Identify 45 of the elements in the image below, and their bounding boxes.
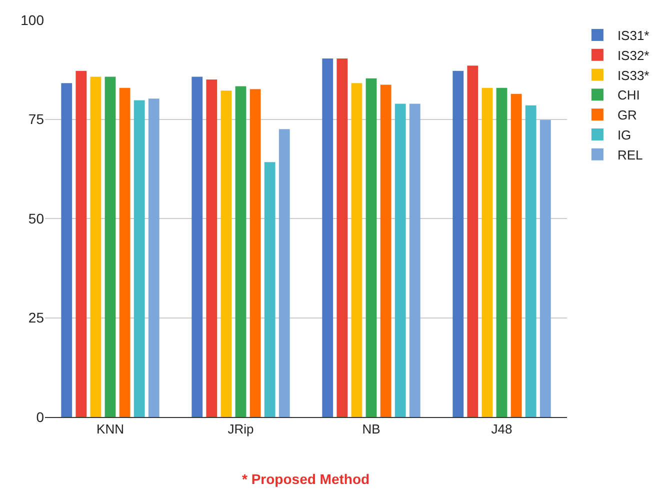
y-tick-label: 75 bbox=[28, 111, 44, 128]
bar bbox=[148, 98, 160, 417]
bar bbox=[366, 78, 377, 417]
bar bbox=[351, 83, 362, 417]
legend-label: CHI bbox=[617, 88, 640, 103]
bar bbox=[278, 129, 290, 417]
legend-label: IS32* bbox=[617, 48, 650, 63]
bar bbox=[206, 80, 218, 417]
bar bbox=[264, 162, 276, 417]
bar bbox=[134, 100, 145, 417]
bar bbox=[235, 86, 246, 417]
bar bbox=[220, 90, 232, 417]
x-tick-label: JRip bbox=[228, 422, 254, 437]
bar bbox=[104, 76, 116, 417]
y-tick-label: 50 bbox=[28, 210, 44, 226]
legend-label: IG bbox=[617, 128, 632, 143]
bar bbox=[119, 88, 130, 417]
x-tick-label: KNN bbox=[96, 422, 124, 437]
y-tick-label: 100 bbox=[20, 12, 44, 28]
y-tick-label: 0 bbox=[36, 408, 44, 425]
bar bbox=[467, 66, 478, 417]
x-tick-label: NB bbox=[362, 422, 380, 437]
legend-label: REL bbox=[617, 147, 643, 162]
bar bbox=[192, 76, 203, 417]
legend-label: GR bbox=[617, 108, 637, 123]
bar bbox=[409, 104, 420, 417]
legend-label: IS31* bbox=[617, 28, 650, 44]
bar bbox=[510, 94, 522, 417]
bar bbox=[61, 83, 72, 417]
bar bbox=[496, 88, 508, 417]
bar bbox=[525, 105, 536, 417]
x-tick-label: J48 bbox=[491, 422, 512, 437]
bar bbox=[336, 58, 348, 417]
bar bbox=[250, 89, 261, 417]
bar bbox=[322, 58, 334, 417]
bar bbox=[394, 104, 406, 417]
bar bbox=[452, 70, 464, 417]
bar bbox=[76, 70, 87, 417]
bar bbox=[380, 84, 392, 417]
bar bbox=[540, 120, 551, 417]
bar bbox=[90, 76, 102, 417]
legend-label: IS33* bbox=[617, 68, 650, 83]
text: * Proposed Method bbox=[242, 471, 370, 487]
y-tick-label: 25 bbox=[28, 310, 44, 326]
bar bbox=[482, 88, 493, 417]
